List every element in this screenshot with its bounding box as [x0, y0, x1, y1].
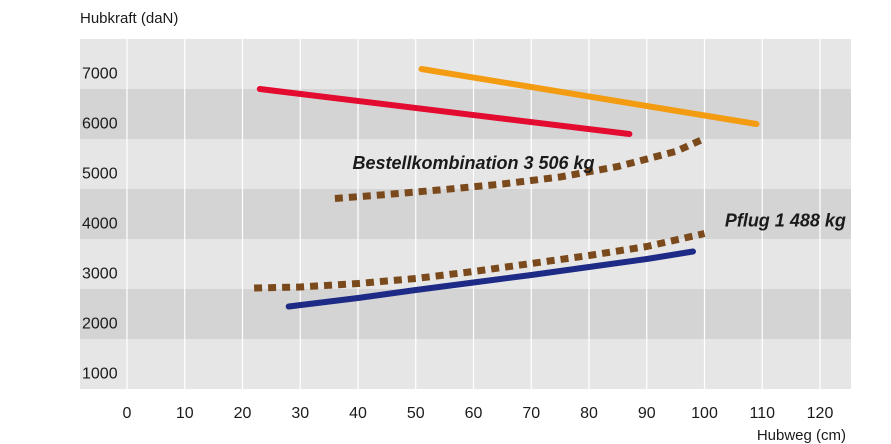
x-tick-label-120: 120: [807, 405, 834, 422]
y-tick-label-6000: 6000: [82, 116, 118, 133]
band-4: [80, 139, 851, 189]
y-tick-label-1000: 1000: [82, 366, 118, 383]
band-6: [80, 39, 851, 89]
x-tick-label-100: 100: [691, 405, 718, 422]
x-tick-label-30: 30: [291, 405, 309, 422]
band-0: [80, 339, 851, 389]
x-tick-label-80: 80: [580, 405, 598, 422]
x-tick-label-10: 10: [176, 405, 194, 422]
vertical-grid: [126, 39, 821, 389]
x-tick-label-90: 90: [638, 405, 656, 422]
band-3: [80, 189, 851, 239]
x-tick-label-40: 40: [349, 405, 367, 422]
y-tick-label-7000: 7000: [82, 66, 118, 83]
annotation-pflug: Pflug 1 488 kg: [725, 211, 846, 231]
y-axis-title: Hubkraft (daN): [80, 10, 178, 27]
annotation-bestellkombination: Bestellkombination 3 506 kg: [352, 153, 594, 173]
x-tick-label-20: 20: [234, 405, 252, 422]
x-tick-label-60: 60: [465, 405, 483, 422]
x-tick-label-70: 70: [522, 405, 540, 422]
series-line-1: [418, 66, 760, 127]
y-tick-label-3000: 3000: [82, 266, 118, 283]
y-tick-label-4000: 4000: [82, 216, 118, 233]
y-tick-label-5000: 5000: [82, 166, 118, 183]
x-axis-title: Hubweg (cm): [757, 427, 846, 444]
x-tick-label-50: 50: [407, 405, 425, 422]
series-line-0: [256, 86, 633, 137]
y-tick-label-2000: 2000: [82, 316, 118, 333]
y-tick-labels: 1000 2000 3000 4000 5000 6000 7000: [82, 66, 118, 383]
series-line-4: [334, 135, 706, 202]
x-tick-label-0: 0: [123, 405, 132, 422]
band-1: [80, 289, 851, 339]
series-lines: [254, 66, 760, 310]
x-tick-label-110: 110: [749, 405, 775, 422]
x-tick-labels: 0 10 20 30 40 50 60 70 80 90 100 110 120: [123, 405, 834, 422]
series-line-2: [285, 248, 696, 310]
